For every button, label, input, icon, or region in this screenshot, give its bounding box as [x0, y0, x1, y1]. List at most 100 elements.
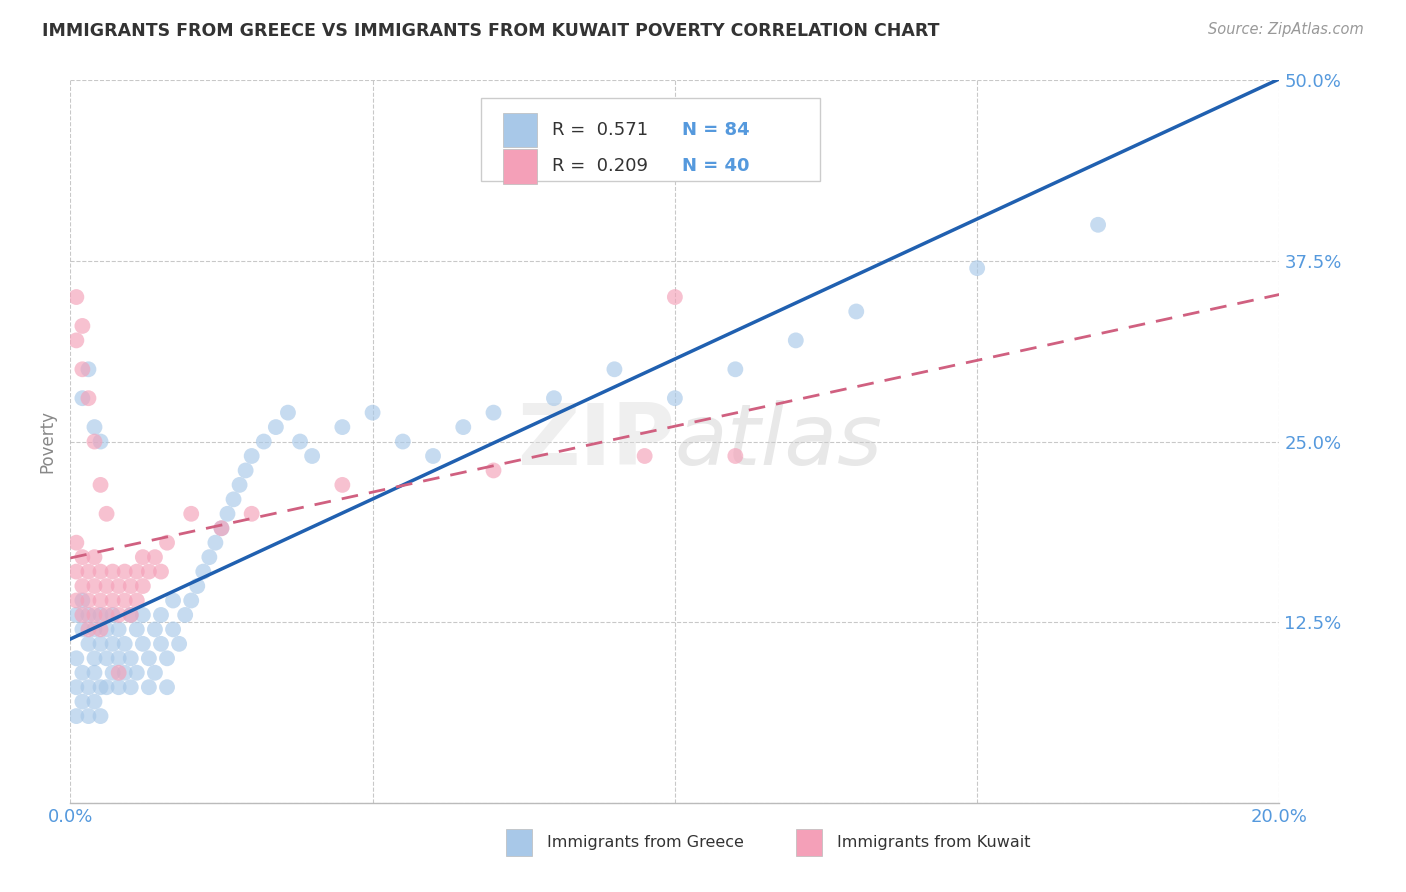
Point: [332, 478, 354, 492]
Point: [72, 593, 94, 607]
Point: [150, 607, 172, 622]
Point: [724, 449, 747, 463]
Point: [83, 550, 105, 565]
Point: [174, 607, 197, 622]
Point: [65, 565, 87, 579]
Point: [72, 665, 94, 680]
Point: [138, 565, 160, 579]
Point: [167, 637, 190, 651]
Point: [96, 623, 118, 637]
Point: [1087, 218, 1109, 232]
Text: ZIP: ZIP: [517, 400, 675, 483]
Point: [65, 651, 87, 665]
Point: [101, 565, 124, 579]
Point: [77, 565, 100, 579]
Text: N = 84: N = 84: [682, 121, 749, 139]
Point: [107, 623, 129, 637]
Point: [96, 579, 118, 593]
Point: [72, 391, 94, 405]
FancyBboxPatch shape: [503, 112, 537, 147]
Point: [193, 565, 215, 579]
Text: Immigrants from Kuwait: Immigrants from Kuwait: [837, 835, 1031, 850]
Point: [114, 565, 136, 579]
Point: [107, 607, 129, 622]
Point: [724, 362, 747, 376]
Point: [288, 434, 311, 449]
Text: R =  0.209: R = 0.209: [551, 158, 648, 176]
Text: R =  0.571: R = 0.571: [551, 121, 648, 139]
Point: [77, 623, 100, 637]
Point: [198, 550, 221, 565]
Point: [83, 623, 105, 637]
Point: [211, 521, 233, 535]
Point: [143, 623, 166, 637]
Point: [101, 607, 124, 622]
Point: [966, 261, 988, 276]
Point: [125, 565, 148, 579]
Point: [240, 507, 263, 521]
Y-axis label: Poverty: Poverty: [38, 410, 56, 473]
Point: [132, 607, 155, 622]
Point: [77, 362, 100, 376]
Point: [65, 680, 87, 694]
Point: [96, 507, 118, 521]
Point: [186, 579, 208, 593]
Point: [114, 593, 136, 607]
Point: [96, 680, 118, 694]
Point: [65, 593, 87, 607]
Point: [132, 550, 155, 565]
Point: [90, 565, 111, 579]
Point: [83, 607, 105, 622]
Point: [150, 565, 172, 579]
Point: [217, 507, 239, 521]
Point: [132, 637, 155, 651]
Point: [361, 406, 384, 420]
Point: [90, 478, 111, 492]
Point: [77, 607, 100, 622]
Point: [65, 535, 87, 549]
Point: [301, 449, 323, 463]
Point: [107, 651, 129, 665]
Point: [72, 579, 94, 593]
Point: [77, 391, 100, 405]
Point: [83, 651, 105, 665]
Point: [96, 651, 118, 665]
Point: [120, 651, 142, 665]
Point: [107, 680, 129, 694]
Point: [180, 507, 202, 521]
Point: [107, 665, 129, 680]
Point: [120, 579, 142, 593]
Text: Immigrants from Greece: Immigrants from Greece: [547, 835, 744, 850]
Point: [72, 623, 94, 637]
Point: [72, 550, 94, 565]
Point: [391, 434, 415, 449]
Point: [664, 290, 686, 304]
Point: [156, 535, 179, 549]
Point: [211, 521, 233, 535]
Point: [83, 695, 105, 709]
FancyBboxPatch shape: [506, 829, 533, 856]
Point: [332, 420, 354, 434]
Point: [253, 434, 276, 449]
FancyBboxPatch shape: [481, 98, 820, 181]
Point: [204, 535, 226, 549]
Point: [90, 680, 111, 694]
Point: [132, 579, 155, 593]
Point: [77, 709, 100, 723]
Point: [180, 593, 202, 607]
Point: [143, 550, 166, 565]
Text: N = 40: N = 40: [682, 158, 749, 176]
Point: [72, 362, 94, 376]
Point: [143, 665, 166, 680]
Point: [101, 637, 124, 651]
Point: [422, 449, 444, 463]
Point: [125, 593, 148, 607]
Point: [83, 434, 105, 449]
Point: [277, 406, 299, 420]
Point: [125, 623, 148, 637]
Point: [90, 709, 111, 723]
Text: atlas: atlas: [675, 400, 883, 483]
Point: [65, 290, 87, 304]
Point: [114, 637, 136, 651]
Point: [90, 434, 111, 449]
